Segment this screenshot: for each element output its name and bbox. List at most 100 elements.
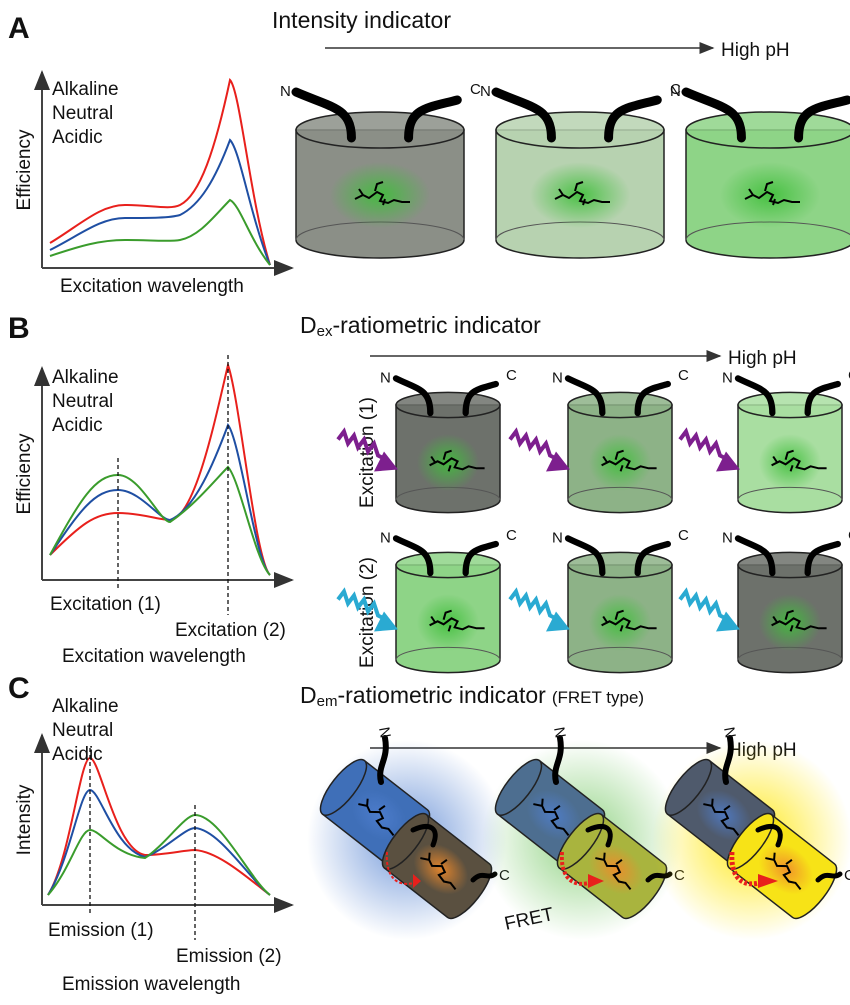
n-tail: [392, 535, 434, 577]
legend-entry: Neutral: [52, 103, 113, 124]
c-terminus-label: C: [506, 367, 517, 384]
excitation-arrowhead: [374, 611, 398, 632]
peak-label: Emission (2): [176, 946, 282, 967]
cylinder-top: [737, 551, 843, 579]
n-tail: [377, 735, 389, 785]
n-terminus-label: N: [552, 369, 563, 386]
panel-title: Dex-ratiometric indicator: [300, 312, 541, 340]
n-terminus-label: N: [722, 529, 733, 546]
n-terminus-label: N: [720, 726, 739, 740]
n-tail: [564, 535, 606, 577]
title-sub: em: [317, 693, 338, 710]
n-tail: [734, 535, 776, 577]
excitation-light: [508, 427, 559, 462]
tilted-cylinder: [556, 812, 668, 920]
spectrum-curve: [47, 788, 271, 896]
n-terminus-label: N: [552, 529, 563, 546]
legend-entry: Acidic: [52, 415, 103, 436]
c-tail: [604, 95, 662, 143]
c-tail: [404, 95, 462, 143]
peak-label: Emission (1): [48, 920, 154, 941]
spectrum-curve: [49, 138, 271, 266]
excitation-light: [508, 587, 559, 622]
spectrum-curve: [49, 465, 271, 576]
excitation-light: [678, 587, 729, 622]
fret-arrow: [385, 851, 418, 885]
n-terminus-label: N: [375, 726, 394, 740]
fret-arrowhead: [588, 874, 604, 888]
n-tail: [734, 375, 776, 417]
title-d: D: [300, 682, 317, 708]
spectrum-curve: [49, 77, 271, 266]
fluorescence-glow: [416, 434, 480, 491]
linker: [410, 824, 438, 848]
c-terminus-label: C: [670, 81, 681, 98]
cylinder-top: [495, 111, 665, 149]
n-tail: [552, 735, 564, 785]
y-axis-label: Efficiency: [14, 129, 35, 210]
n-terminus-label: N: [722, 369, 733, 386]
chromophore: [420, 852, 457, 890]
fluorescence-glow: [329, 162, 431, 228]
legend-entry: Neutral: [52, 391, 113, 412]
excitation-arrowhead: [716, 611, 740, 632]
tilted-cylinder: [381, 812, 493, 920]
fret-arrow: [729, 851, 763, 887]
chromophore: [601, 609, 657, 632]
n-terminus-label: N: [280, 83, 291, 100]
fluorescence-glow: [588, 843, 644, 895]
c-tail: [804, 380, 841, 417]
c-tail: [634, 380, 671, 417]
chromophore: [601, 449, 657, 472]
excitation-arrowhead: [374, 451, 398, 472]
cylinder-top: [567, 391, 673, 419]
legend-entry: Acidic: [52, 744, 103, 765]
ph-direction-label: High pH: [728, 348, 797, 369]
x-axis-label: Excitation wavelength: [60, 276, 244, 297]
cylinder-top: [685, 111, 850, 149]
c-terminus-label: C: [678, 527, 689, 544]
c-terminus-label: C: [678, 367, 689, 384]
c-tail: [634, 540, 671, 577]
n-terminus-label: N: [380, 529, 391, 546]
c-terminus-label: C: [848, 527, 850, 544]
chromophore: [771, 609, 827, 632]
panel-letter: A: [8, 12, 30, 45]
linker: [755, 824, 783, 848]
panel-title: Dem-ratiometric indicator (FRET type): [300, 682, 644, 710]
n-tail: [291, 87, 356, 143]
title-note: (FRET type): [552, 688, 644, 707]
panel-letter: B: [8, 312, 30, 345]
fret-arrow: [559, 851, 593, 886]
n-tail: [564, 375, 606, 417]
legend-entry: Neutral: [52, 720, 113, 741]
excitation-arrowhead: [546, 451, 570, 472]
fluorescence-glow: [526, 789, 582, 841]
n-terminus-label: N: [480, 83, 491, 100]
y-axis-label: Intensity: [14, 784, 35, 855]
linker: [585, 824, 613, 848]
ph-direction-label: High pH: [721, 40, 790, 61]
excitation-light: [678, 427, 729, 462]
chromophore: [358, 798, 395, 836]
fluorescence-glow: [351, 789, 407, 841]
legend-entry: Alkaline: [52, 367, 119, 388]
excitation-arrowhead: [546, 611, 570, 632]
fluorescence-glow: [719, 162, 821, 228]
fluorescence-glow: [758, 434, 822, 491]
title-sub: ex: [317, 323, 333, 340]
title-d: D: [300, 312, 317, 338]
n-terminus-label: N: [550, 726, 569, 740]
spectrum-curve: [47, 813, 271, 896]
legend-entry: Alkaline: [52, 696, 119, 717]
chromophore: [703, 798, 740, 836]
fluorescence-glow: [696, 789, 752, 841]
y-axis-label: Efficiency: [14, 433, 35, 514]
cylinder-end: [319, 758, 368, 816]
x-axis-label: Excitation wavelength: [62, 646, 246, 667]
fret-arrowhead: [413, 874, 421, 888]
spectrum-curve: [49, 198, 271, 266]
c-terminus-label: C: [506, 527, 517, 544]
title-rest: -ratiometric indicator: [332, 312, 541, 338]
